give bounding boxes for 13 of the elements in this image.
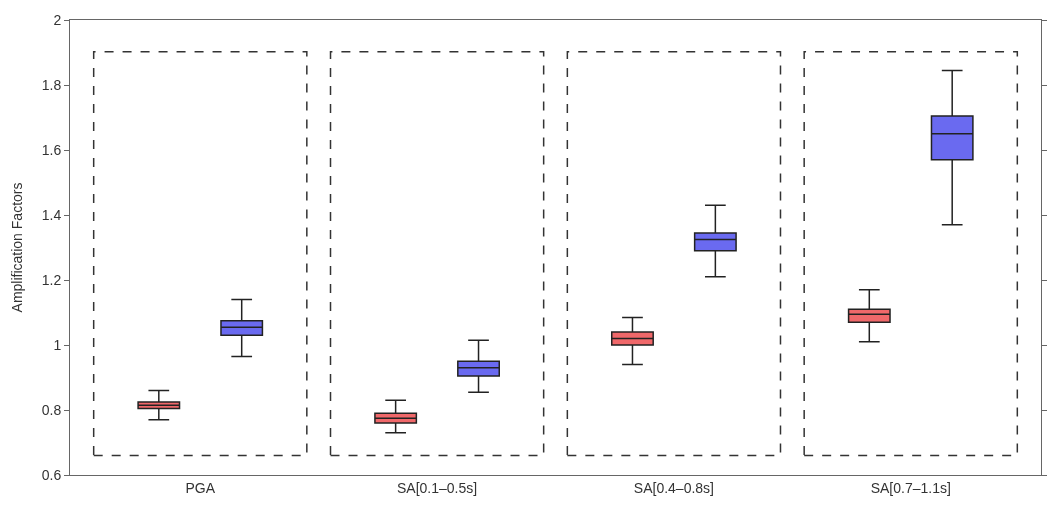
y-tick-label: 1 [53, 336, 62, 353]
y-tick-label: 0.6 [41, 466, 62, 483]
y-tick-label: 0.8 [41, 401, 62, 418]
x-tick-label: PGA [185, 479, 216, 496]
y-axis-title: Amplification Factors [9, 182, 26, 313]
y-tick-label: 1.4 [41, 206, 62, 223]
x-tick-label: SA[0.7–1.1s] [870, 479, 951, 496]
x-tick-label: SA[0.4–0.8s] [633, 479, 714, 496]
y-tick-label: 1.6 [41, 141, 62, 158]
y-tick-label: 1.8 [41, 76, 62, 93]
y-tick-label: 1.2 [41, 271, 62, 288]
x-tick-label: SA[0.1–0.5s] [397, 479, 478, 496]
y-tick-label: 2 [53, 11, 62, 28]
